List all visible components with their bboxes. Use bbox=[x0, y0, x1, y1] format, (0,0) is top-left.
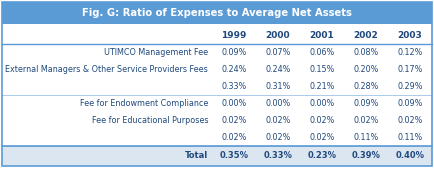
Text: 0.02%: 0.02% bbox=[353, 116, 379, 125]
Text: 0.17%: 0.17% bbox=[397, 65, 423, 74]
Text: 2001: 2001 bbox=[309, 30, 334, 39]
Text: 2000: 2000 bbox=[266, 30, 290, 39]
Text: 0.09%: 0.09% bbox=[353, 99, 379, 108]
Text: 0.31%: 0.31% bbox=[265, 82, 291, 91]
Text: 2003: 2003 bbox=[398, 30, 422, 39]
Text: 0.00%: 0.00% bbox=[265, 99, 291, 108]
Text: 0.06%: 0.06% bbox=[309, 48, 335, 57]
Text: 0.02%: 0.02% bbox=[221, 133, 247, 142]
Text: 0.40%: 0.40% bbox=[395, 152, 424, 161]
Text: 0.02%: 0.02% bbox=[265, 133, 291, 142]
Text: 0.09%: 0.09% bbox=[221, 48, 247, 57]
Text: 0.28%: 0.28% bbox=[353, 82, 379, 91]
Text: 0.02%: 0.02% bbox=[309, 116, 335, 125]
Text: 0.12%: 0.12% bbox=[397, 48, 423, 57]
Text: 0.21%: 0.21% bbox=[309, 82, 335, 91]
Text: 0.29%: 0.29% bbox=[397, 82, 423, 91]
Text: 0.07%: 0.07% bbox=[265, 48, 291, 57]
Text: 0.11%: 0.11% bbox=[353, 133, 378, 142]
Text: 0.11%: 0.11% bbox=[398, 133, 423, 142]
Text: 0.00%: 0.00% bbox=[309, 99, 335, 108]
Text: 0.20%: 0.20% bbox=[353, 65, 379, 74]
Text: 0.24%: 0.24% bbox=[221, 65, 247, 74]
Text: 1999: 1999 bbox=[221, 30, 247, 39]
Text: 0.02%: 0.02% bbox=[265, 116, 291, 125]
Text: 0.02%: 0.02% bbox=[309, 133, 335, 142]
Text: 0.33%: 0.33% bbox=[263, 152, 293, 161]
Text: 0.09%: 0.09% bbox=[397, 99, 423, 108]
Text: Total: Total bbox=[185, 152, 208, 161]
Text: 0.08%: 0.08% bbox=[353, 48, 378, 57]
Text: 0.00%: 0.00% bbox=[221, 99, 247, 108]
Text: UTIMCO Management Fee: UTIMCO Management Fee bbox=[104, 48, 208, 57]
Text: External Managers & Other Service Providers Fees: External Managers & Other Service Provid… bbox=[5, 65, 208, 74]
Text: 0.33%: 0.33% bbox=[221, 82, 247, 91]
Text: Fig. G: Ratio of Expenses to Average Net Assets: Fig. G: Ratio of Expenses to Average Net… bbox=[82, 8, 352, 18]
Text: 0.02%: 0.02% bbox=[221, 116, 247, 125]
Text: 0.35%: 0.35% bbox=[220, 152, 249, 161]
Text: 0.15%: 0.15% bbox=[309, 65, 335, 74]
Text: 2002: 2002 bbox=[354, 30, 378, 39]
Text: 0.02%: 0.02% bbox=[397, 116, 423, 125]
Text: 0.24%: 0.24% bbox=[265, 65, 291, 74]
Text: 0.23%: 0.23% bbox=[308, 152, 336, 161]
Text: 0.39%: 0.39% bbox=[352, 152, 381, 161]
Text: Fee for Endowment Compliance: Fee for Endowment Compliance bbox=[79, 99, 208, 108]
Text: Fee for Educational Purposes: Fee for Educational Purposes bbox=[92, 116, 208, 125]
